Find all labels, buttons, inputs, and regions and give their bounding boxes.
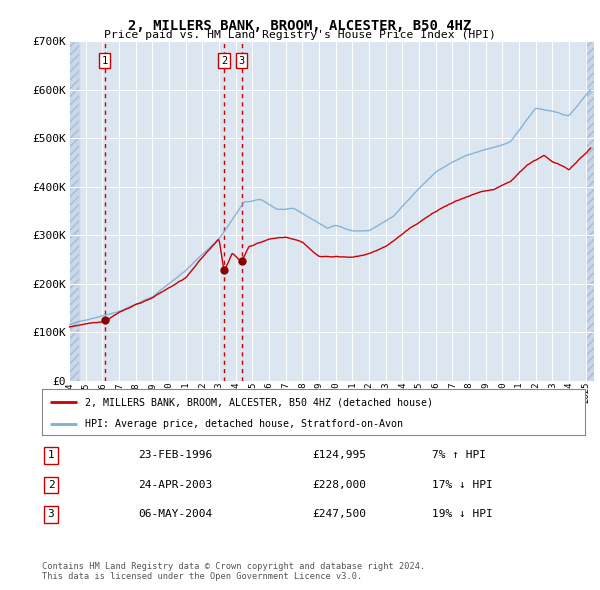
Text: 23-FEB-1996: 23-FEB-1996 [138, 451, 212, 460]
Text: 7% ↑ HPI: 7% ↑ HPI [432, 451, 486, 460]
Text: £228,000: £228,000 [312, 480, 366, 490]
Text: 2: 2 [47, 480, 55, 490]
Text: 3: 3 [47, 510, 55, 519]
Text: 1: 1 [47, 451, 55, 460]
Text: £124,995: £124,995 [312, 451, 366, 460]
Text: 06-MAY-2004: 06-MAY-2004 [138, 510, 212, 519]
Bar [586, 41, 594, 381]
Text: Contains HM Land Registry data © Crown copyright and database right 2024.: Contains HM Land Registry data © Crown c… [42, 562, 425, 571]
Text: 19% ↓ HPI: 19% ↓ HPI [432, 510, 493, 519]
Text: 2, MILLERS BANK, BROOM, ALCESTER, B50 4HZ: 2, MILLERS BANK, BROOM, ALCESTER, B50 4H… [128, 19, 472, 33]
Text: 24-APR-2003: 24-APR-2003 [138, 480, 212, 490]
Text: 2, MILLERS BANK, BROOM, ALCESTER, B50 4HZ (detached house): 2, MILLERS BANK, BROOM, ALCESTER, B50 4H… [85, 397, 433, 407]
Text: £247,500: £247,500 [312, 510, 366, 519]
Text: This data is licensed under the Open Government Licence v3.0.: This data is licensed under the Open Gov… [42, 572, 362, 581]
Text: Price paid vs. HM Land Registry's House Price Index (HPI): Price paid vs. HM Land Registry's House … [104, 30, 496, 40]
Text: 2: 2 [221, 55, 227, 65]
Bar [586, 41, 594, 381]
Bar [69, 41, 79, 381]
Text: HPI: Average price, detached house, Stratford-on-Avon: HPI: Average price, detached house, Stra… [85, 419, 403, 429]
Text: 1: 1 [101, 55, 108, 65]
Text: 3: 3 [238, 55, 245, 65]
Bar [69, 41, 79, 381]
Text: 17% ↓ HPI: 17% ↓ HPI [432, 480, 493, 490]
